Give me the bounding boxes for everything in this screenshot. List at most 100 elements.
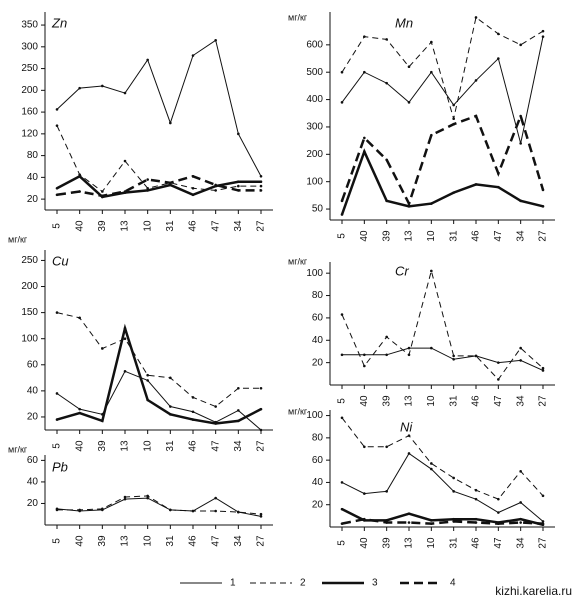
- x-tick-label: 40: [359, 395, 370, 407]
- point: [519, 114, 522, 118]
- point: [101, 194, 104, 198]
- point: [430, 346, 433, 350]
- point: [340, 507, 344, 511]
- point: [474, 521, 478, 524]
- point: [191, 418, 195, 421]
- point: [146, 494, 149, 498]
- point: [385, 445, 388, 449]
- point: [385, 353, 388, 357]
- y-tick-label: 20: [27, 412, 39, 423]
- point: [430, 462, 433, 465]
- point: [452, 354, 455, 358]
- point: [123, 495, 127, 499]
- x-tick-label: 40: [74, 535, 85, 547]
- y-tick-label: 100: [306, 268, 323, 279]
- point: [541, 522, 545, 525]
- point: [385, 81, 388, 85]
- y-tick-label: 80: [312, 432, 324, 443]
- point: [259, 184, 263, 188]
- y-tick-label: 40: [27, 172, 39, 183]
- point: [497, 497, 500, 501]
- point: [55, 508, 59, 512]
- x-tick-label: 46: [471, 395, 482, 407]
- point: [541, 494, 545, 498]
- point: [407, 353, 411, 357]
- point: [55, 311, 59, 314]
- x-tick-label: 47: [493, 537, 504, 549]
- point: [541, 35, 545, 38]
- point: [101, 507, 104, 511]
- x-tick-label: 13: [404, 395, 415, 407]
- panel-title: Pb: [52, 459, 68, 474]
- point: [237, 184, 240, 188]
- y-tick-label: 300: [21, 41, 38, 52]
- point: [474, 79, 478, 82]
- point: [191, 186, 195, 190]
- point: [123, 370, 127, 373]
- series-line: [56, 370, 262, 431]
- point: [385, 38, 388, 41]
- series-line: [341, 417, 544, 500]
- point: [237, 409, 240, 412]
- series-line: [56, 39, 262, 177]
- point: [340, 213, 344, 216]
- point: [340, 522, 344, 525]
- point: [519, 501, 522, 504]
- point: [169, 413, 172, 416]
- point: [55, 108, 59, 111]
- point: [363, 445, 366, 449]
- point: [146, 186, 149, 190]
- x-tick-label: 39: [381, 230, 392, 242]
- point: [363, 35, 366, 38]
- point: [101, 419, 104, 423]
- point: [452, 122, 455, 126]
- point: [259, 386, 263, 390]
- point: [340, 481, 344, 484]
- y-tick-label: 200: [21, 85, 38, 96]
- y-tick-label: 80: [312, 290, 324, 301]
- point: [407, 101, 411, 104]
- point: [78, 174, 81, 178]
- point: [407, 521, 411, 524]
- series-line: [341, 517, 544, 525]
- x-tick-label: 27: [538, 537, 549, 549]
- y-tick-label: 60: [27, 455, 39, 466]
- series-line: [341, 268, 544, 381]
- point: [214, 38, 217, 42]
- point: [385, 158, 388, 162]
- point: [214, 496, 217, 500]
- point: [259, 515, 263, 518]
- point: [237, 132, 240, 136]
- point: [340, 199, 344, 203]
- point: [430, 522, 433, 525]
- x-tick-label: 13: [404, 230, 415, 242]
- x-tick-label: 5: [52, 443, 63, 449]
- y-tick-label: 160: [21, 107, 38, 118]
- point: [123, 326, 127, 330]
- series-line: [340, 112, 545, 207]
- point: [78, 407, 81, 411]
- point: [169, 376, 172, 380]
- x-tick-label: 27: [256, 220, 267, 232]
- y-tick-label: 120: [21, 128, 38, 139]
- point: [55, 124, 59, 127]
- x-tick-label: 34: [515, 537, 526, 549]
- x-tick-label: 27: [538, 230, 549, 242]
- x-tick-label: 47: [210, 220, 221, 232]
- point: [214, 405, 217, 408]
- point: [541, 29, 545, 33]
- x-tick-label: 10: [426, 537, 437, 549]
- point: [123, 497, 127, 501]
- x-tick-label: 10: [142, 220, 153, 232]
- x-tick-label: 46: [471, 230, 482, 242]
- point: [474, 183, 478, 186]
- x-tick-label: 46: [471, 537, 482, 549]
- point: [452, 357, 455, 361]
- series-line: [341, 36, 544, 144]
- point: [55, 392, 59, 395]
- point: [214, 422, 217, 425]
- y-tick-label: 200: [21, 281, 38, 292]
- series-line: [341, 16, 544, 119]
- point: [430, 519, 433, 522]
